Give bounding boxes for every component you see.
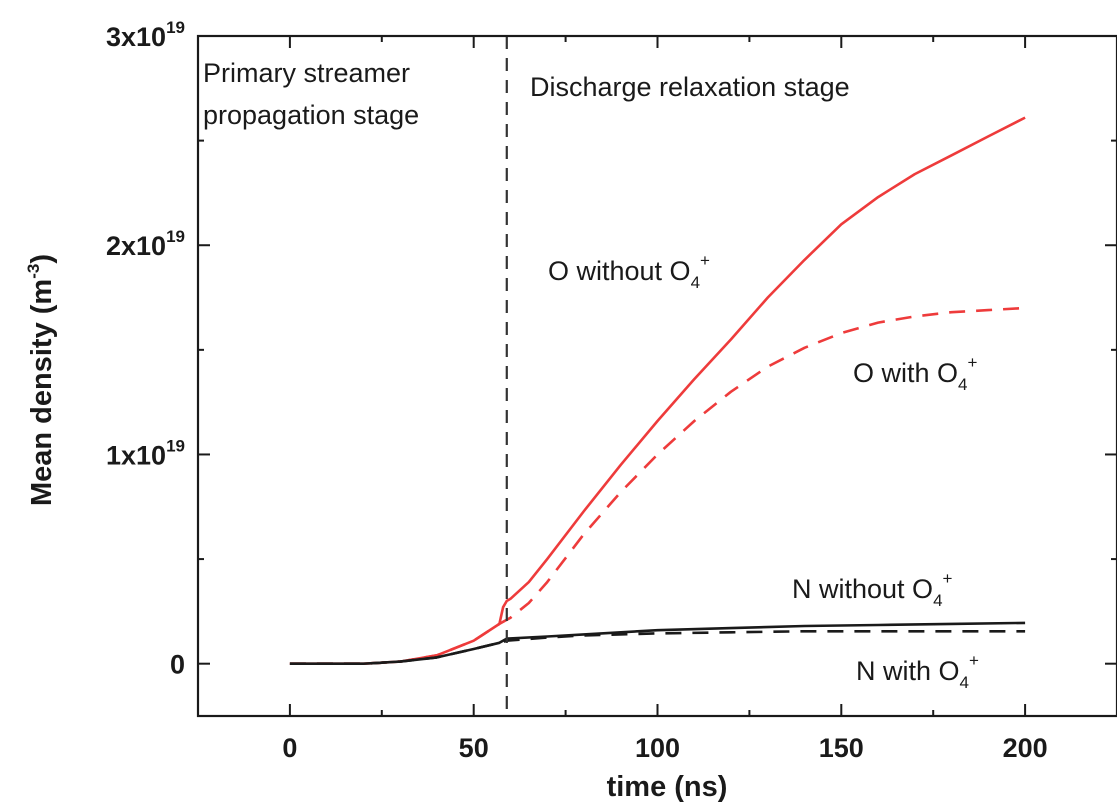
series-label-o-without-sup: + (700, 251, 710, 270)
x-tick-label: 50 (459, 733, 489, 763)
series-label-o-with: O with O4+ (853, 353, 978, 394)
tick-marks (197, 35, 1117, 716)
y-axis-title-text: Mean density (m (26, 279, 58, 506)
series-label-o-without-text: O without O (548, 256, 691, 286)
y-axis-title-close: ) (26, 254, 58, 264)
series-label-o-without-sub: 4 (691, 273, 700, 292)
stage-label-primary-line1: Primary streamer (203, 58, 410, 88)
y-tick-label-base: 2x10 (106, 231, 166, 261)
stage-label-relaxation: Discharge relaxation stage (530, 72, 850, 102)
y-tick-label-base: 3x10 (106, 22, 166, 52)
y-tick-label: 0 (170, 650, 185, 680)
series-label-n-with-text: N with O (856, 656, 960, 686)
x-tick-label: 100 (635, 733, 680, 763)
x-tick-label: 0 (282, 733, 297, 763)
y-axis-title: Mean density (m-3) (24, 254, 58, 506)
y-tick-label-exponent: 19 (166, 18, 185, 37)
series-label-o-without: O without O4+ (548, 251, 710, 292)
y-tick-label-base: 1x10 (106, 440, 166, 470)
x-tick-labels: 0 50 100 150 200 (282, 733, 1047, 763)
series-label-n-without: N without O4+ (792, 569, 953, 610)
series-label-n-with-sup: + (969, 651, 979, 670)
series-label-o-with-sup: + (968, 353, 978, 372)
series-line-3 (289, 630, 1026, 665)
y-axis-title-exponent: -3 (24, 264, 43, 279)
y-tick-label-exponent: 19 (166, 227, 185, 246)
stage-label-primary: Primary streamer propagation stage (203, 58, 419, 130)
y-tick-label: 2x1019 (106, 227, 185, 261)
x-tick-label: 200 (1003, 733, 1048, 763)
stage-label-primary-line2: propagation stage (203, 100, 419, 130)
series-label-o-with-text: O with O (853, 358, 958, 388)
series-label-n-with: N with O4+ (856, 651, 979, 692)
y-tick-label-base: 0 (170, 650, 185, 680)
x-axis-title: time (ns) (607, 771, 728, 803)
series-label-n-without-sup: + (943, 569, 953, 588)
y-tick-label: 1x1019 (106, 436, 185, 470)
series-lines (289, 116, 1026, 665)
series-line-1 (289, 306, 1026, 665)
series-label-o-with-sub: 4 (958, 375, 967, 394)
series-label-n-without-text: N without O (792, 574, 933, 604)
series-label-n-without-sub: 4 (933, 591, 942, 610)
y-tick-label: 3x1019 (106, 18, 185, 52)
series-label-n-with-sub: 4 (960, 673, 969, 692)
x-tick-label: 150 (819, 733, 864, 763)
plot-frame (196, 34, 1117, 718)
y-tick-label-exponent: 19 (166, 436, 185, 455)
